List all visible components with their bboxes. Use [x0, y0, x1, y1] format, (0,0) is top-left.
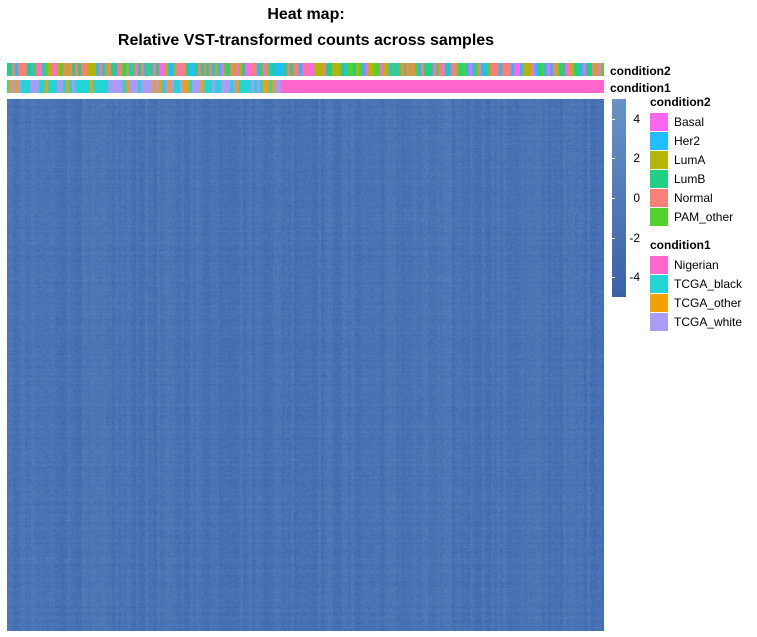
- heatmap-body: [7, 99, 604, 631]
- legend-swatch: [650, 255, 668, 274]
- legend-swatch: [650, 312, 668, 331]
- legend-label: Basal: [674, 114, 705, 129]
- legend-item-tcga-white: TCGA_white: [650, 312, 742, 331]
- legend-condition1: condition1 Nigerian TCGA_black TCGA_other T…: [650, 238, 742, 331]
- legend-item-nigerian: Nigerian: [650, 255, 742, 274]
- colorbar-tick-mark: [612, 158, 615, 160]
- colorbar: [612, 99, 626, 297]
- legend-item-basal: Basal: [650, 112, 733, 131]
- legend-item-tcga-black: TCGA_black: [650, 274, 742, 293]
- legend-label: LumA: [674, 152, 706, 167]
- legend-item-tcga-other: TCGA_other: [650, 293, 742, 312]
- legend-label: LumB: [674, 171, 706, 186]
- legend-swatch: [650, 112, 668, 131]
- annotation-bar-condition2: [7, 63, 604, 76]
- colorbar-tick-label: 0: [633, 191, 640, 205]
- legend-title: condition2: [650, 95, 711, 109]
- legend-label: PAM_other: [674, 209, 734, 224]
- legend-swatch: [650, 274, 668, 293]
- chart-title: Heat map:: [267, 6, 345, 23]
- legend-swatch: [650, 188, 668, 207]
- legend-label: TCGA_other: [674, 295, 742, 310]
- legend-label: TCGA_white: [674, 314, 743, 329]
- legend-item-lumb: LumB: [650, 169, 733, 188]
- legend-condition2: condition2 Basal Her2 LumA LumB Normal PAM_ot…: [650, 95, 733, 226]
- colorbar-tick-label: -2: [629, 230, 640, 245]
- annotation-bar-condition1: [7, 80, 604, 93]
- legend-label: Nigerian: [674, 257, 719, 272]
- colorbar-tick-mark: [612, 198, 615, 199]
- legend-title: condition1: [650, 238, 711, 252]
- annotation-label-condition1: condition1: [610, 81, 671, 95]
- colorbar-tick-label: 4: [633, 111, 640, 126]
- annotation-label-condition2: condition2: [610, 64, 671, 78]
- legend-label: Normal: [674, 190, 713, 205]
- legend-swatch: [650, 293, 668, 312]
- colorbar-tick-label: -4: [629, 270, 640, 285]
- legend-item-her2: Her2: [650, 131, 733, 150]
- legend-label: Her2: [674, 133, 701, 148]
- colorbar-tick-mark: [612, 118, 615, 120]
- legend-item-pam-other: PAM_other: [650, 207, 733, 226]
- legend-swatch: [650, 150, 668, 169]
- legend-swatch: [650, 207, 668, 226]
- colorbar-tick-mark: [612, 237, 615, 239]
- colorbar-tick-mark: [612, 277, 615, 279]
- legend-swatch: [650, 131, 668, 150]
- legend-item-luma: LumA: [650, 150, 733, 169]
- chart-subtitle: Relative VST-transformed counts across s…: [117, 32, 495, 49]
- legend-item-normal: Normal: [650, 188, 733, 207]
- legend-swatch: [650, 169, 668, 188]
- legend-label: TCGA_black: [674, 276, 743, 291]
- colorbar-tick-label: 2: [633, 151, 640, 166]
